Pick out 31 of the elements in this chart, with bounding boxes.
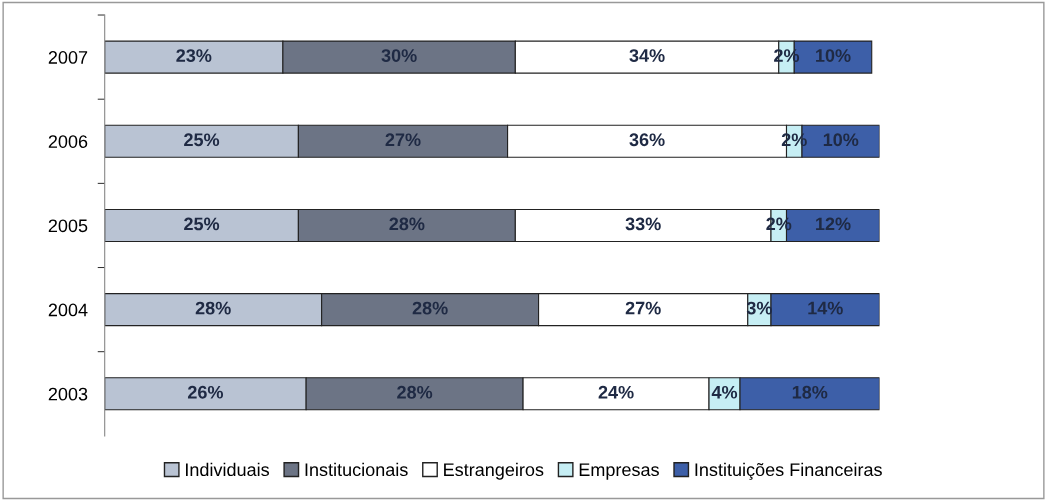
data-label: 28% [412, 301, 448, 315]
data-label: 36% [629, 133, 665, 147]
data-label: 23% [176, 49, 212, 62]
data-label: 25% [184, 217, 220, 231]
data-label: 28% [195, 301, 231, 315]
data-label: 18% [792, 385, 828, 399]
legend-label: Individuais [186, 462, 269, 477]
legend-label: Empresas [579, 463, 659, 480]
y-tick-label: 2005 [48, 219, 88, 233]
legend-label: Estrangeiros [444, 462, 544, 480]
data-label: 28% [397, 385, 433, 399]
y-tick-label: 2004 [48, 303, 88, 317]
legend-label: Instituições Financeiras [695, 462, 882, 480]
data-label: 24% [598, 385, 634, 399]
y-tick-label: 2003 [48, 387, 88, 401]
data-label: 12% [816, 217, 851, 231]
data-label: 25% [184, 133, 220, 147]
data-label: 27% [385, 133, 421, 147]
data-label: 28% [389, 217, 425, 231]
data-label: 4% [711, 385, 738, 399]
data-label: 14% [808, 301, 843, 315]
y-tick-label: 2007 [48, 51, 88, 64]
legend-label: Institucionais [305, 462, 408, 477]
data-label: 10% [823, 133, 859, 147]
data-label: 27% [625, 301, 661, 315]
data-label: 10% [816, 49, 851, 62]
data-label: 30% [381, 49, 417, 62]
data-label: 34% [629, 49, 665, 62]
data-label: 26% [187, 385, 224, 399]
data-label: 33% [625, 217, 661, 231]
y-tick-label: 2006 [48, 135, 88, 148]
